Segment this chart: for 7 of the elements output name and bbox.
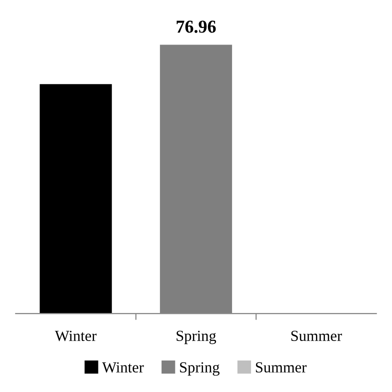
x-tick-label: Summer	[291, 330, 342, 342]
legend-label: Winter	[102, 362, 144, 373]
legend-label: Spring	[180, 362, 220, 376]
x-tick-label: Spring	[176, 330, 216, 344]
data-label: 76.96	[176, 20, 216, 33]
x-tick-label: Winter	[54, 330, 97, 342]
legend-label: Summer	[256, 362, 307, 373]
